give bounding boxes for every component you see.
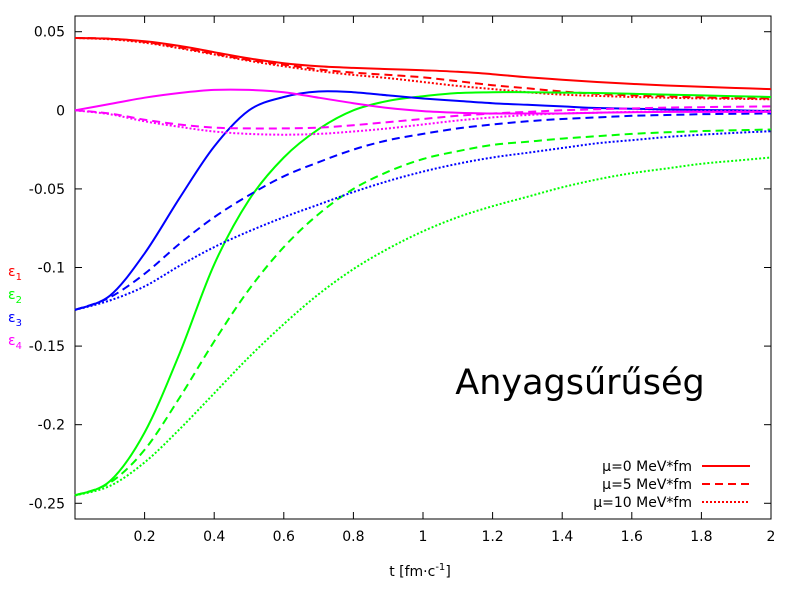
series-line-12	[74, 109, 771, 136]
legend-label: μ=5 MeV*fm	[602, 477, 692, 493]
y-tick-label: -0.25	[29, 496, 65, 512]
y-tick-label: -0.15	[29, 339, 65, 355]
series-line-6	[74, 156, 772, 497]
y-tick-label: -0.1	[38, 261, 65, 277]
x-axis-label: t [fm·c-1]	[389, 562, 451, 580]
epsilon-label: ε4	[8, 333, 22, 352]
x-tick-label: 2	[767, 529, 776, 545]
epsilon-label: ε2	[8, 287, 22, 306]
epsilon-label: ε1	[8, 264, 22, 283]
series-line-9	[74, 130, 772, 311]
series-layer	[74, 37, 772, 497]
x-tick-label: 1.6	[621, 529, 643, 545]
x-tick-label: 0.2	[133, 529, 155, 545]
epsilon-labels: ε1 ε2 ε3 ε4	[8, 264, 22, 352]
series-line-5	[74, 128, 772, 497]
x-tick-label: 0.4	[203, 529, 225, 545]
x-tick-label: 1	[419, 529, 428, 545]
chart-title: Anyagsűrűség	[455, 363, 704, 403]
series-line-8	[74, 112, 772, 311]
x-tick-label: 1.8	[690, 529, 712, 545]
x-tick-label: 0.8	[342, 529, 364, 545]
plot-frame	[74, 15, 772, 520]
series-line-2	[74, 37, 772, 100]
y-tick-label: 0	[56, 103, 65, 119]
legend-label: μ=10 MeV*fm	[593, 495, 692, 511]
x-tick-label: 0.6	[273, 529, 295, 545]
x-tick-label: 1.2	[481, 529, 503, 545]
series-line-7	[74, 90, 772, 311]
epsilon-label: ε3	[8, 310, 22, 329]
legend-label: μ=0 MeV*fm	[602, 459, 692, 475]
y-tick-label: -0.2	[38, 418, 65, 434]
series-line-4	[74, 91, 772, 497]
legend: μ=0 MeV*fm μ=5 MeV*fm μ=10 MeV*fm	[593, 459, 750, 511]
series-line-3	[74, 37, 772, 101]
axis-ticks: 0.2 0.4 0.6 0.8 1 1.2 1.4 1.6 1.8 2 0.05 0 -0.05 -0.1…	[29, 16, 776, 545]
y-tick-label: 0.05	[34, 25, 65, 41]
series-line-1	[74, 37, 772, 91]
x-tick-label: 1.4	[551, 529, 573, 545]
y-tick-label: -0.05	[29, 182, 65, 198]
